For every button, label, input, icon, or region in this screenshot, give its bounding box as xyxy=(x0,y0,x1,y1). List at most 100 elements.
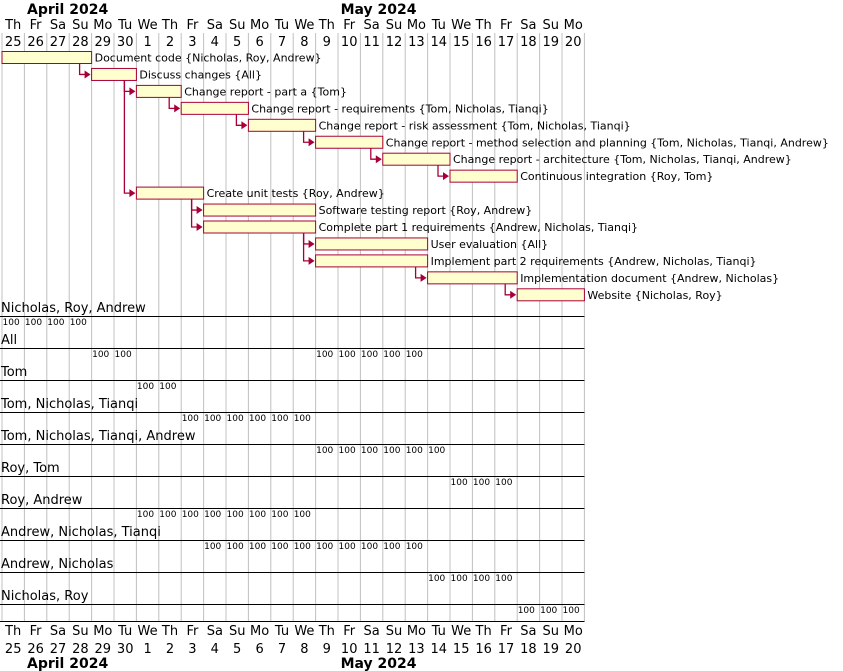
resource-load-value: 100 xyxy=(271,510,288,520)
resource-load-value: 100 xyxy=(361,446,378,456)
top-weekday-label: Tu xyxy=(117,18,132,33)
resource-load-value: 100 xyxy=(518,606,535,616)
bottom-weekday-label: Su xyxy=(72,624,89,639)
dependency-line xyxy=(78,63,86,76)
resource-load-value: 100 xyxy=(70,318,87,328)
resource-load-value: 100 xyxy=(473,574,490,584)
resource-load-value: 100 xyxy=(428,446,445,456)
bottom-weekday-label: Mo xyxy=(250,624,269,639)
top-date-label: 16 xyxy=(475,35,492,50)
task-label: Discuss changes {All} xyxy=(139,68,262,81)
resource-load-value: 100 xyxy=(204,414,221,424)
task-label: Change report - risk assessment {Tom, Ni… xyxy=(319,119,631,132)
resource-name: Andrew, Nicholas xyxy=(1,557,114,572)
top-date-label: 4 xyxy=(211,35,219,50)
task-label: Website {Nicholas, Roy} xyxy=(587,289,722,302)
resource-name: Nicholas, Roy, Andrew xyxy=(1,301,146,316)
resource-load-value: 100 xyxy=(25,318,42,328)
bottom-date-label: 6 xyxy=(255,642,263,657)
resource-load-value: 100 xyxy=(182,414,199,424)
bottom-date-label: 7 xyxy=(278,642,286,657)
resource-load-value: 100 xyxy=(227,510,244,520)
dependency-line xyxy=(235,114,243,126)
dependency-arrowhead xyxy=(510,290,517,299)
resource-load-value: 100 xyxy=(316,350,333,360)
task-bar xyxy=(91,67,137,81)
bottom-date-label: 2 xyxy=(166,642,174,657)
resource-load-value: 100 xyxy=(316,542,333,552)
top-date-label: 10 xyxy=(341,35,358,50)
bottom-weekday-label: Th xyxy=(4,624,21,639)
bottom-date-label: 14 xyxy=(431,642,448,657)
bottom-date-label: 12 xyxy=(386,642,403,657)
top-date-label: 13 xyxy=(408,35,425,50)
resource-load-value: 100 xyxy=(495,478,512,488)
task-label: Continuous integration {Roy, Tom} xyxy=(520,170,713,183)
dependency-arrowhead xyxy=(420,273,427,282)
top-date-label: 12 xyxy=(386,35,403,50)
bottom-date-label: 25 xyxy=(5,642,22,657)
bottom-date-label: 19 xyxy=(543,642,560,657)
dependency-arrowhead xyxy=(196,206,203,215)
top-weekday-label: Mo xyxy=(564,18,583,33)
dependency-line xyxy=(302,233,310,262)
resource-name: All xyxy=(1,333,17,348)
dependency-arrowhead xyxy=(308,138,315,147)
top-weekday-label: Sa xyxy=(520,18,536,33)
resource-load-value: 100 xyxy=(383,350,400,360)
top-weekday-label: Fr xyxy=(500,18,513,33)
dependency-line xyxy=(370,148,377,160)
top-weekday-label: Sa xyxy=(50,18,66,33)
bottom-date-label: 28 xyxy=(72,642,89,657)
task-label: Implement part 2 requirements {Andrew, N… xyxy=(431,255,757,268)
task-bar xyxy=(135,84,182,98)
top-weekday-label: We xyxy=(294,18,314,33)
bottom-weekday-label: Fr xyxy=(500,624,513,639)
bottom-weekday-label: We xyxy=(138,624,158,639)
top-date-label: 1 xyxy=(143,35,151,50)
top-weekday-label: We xyxy=(138,18,158,33)
task-label: Create unit tests {Roy, Andrew} xyxy=(207,187,385,200)
top-weekday-label: Fr xyxy=(30,18,43,33)
resource-name: Roy, Andrew xyxy=(1,493,83,508)
task-bar xyxy=(180,101,249,115)
bottom-weekday-label: Su xyxy=(543,624,560,639)
bottom-date-label: 26 xyxy=(27,642,44,657)
dependency-arrowhead xyxy=(174,104,181,113)
bottom-weekday-label: Tu xyxy=(274,624,289,639)
bottom-date-label: 3 xyxy=(188,642,196,657)
bottom-weekday-label: Sa xyxy=(363,624,379,639)
resource-load-value: 100 xyxy=(159,510,176,520)
resource-load-value: 100 xyxy=(428,574,445,584)
bottom-weekday-label: Mo xyxy=(93,624,112,639)
task-label: Software testing report {Roy, Andrew} xyxy=(319,204,533,217)
resource-load-value: 100 xyxy=(137,382,154,392)
top-weekday-label: Tu xyxy=(274,18,289,33)
bottom-weekday-label: Su xyxy=(386,624,403,639)
resource-name: Roy, Tom xyxy=(1,461,60,476)
top-weekday-label: Tu xyxy=(431,18,446,33)
task-bar xyxy=(315,254,429,268)
top-date-label: 2 xyxy=(166,35,174,50)
task-bar xyxy=(203,220,317,234)
resource-load-value: 100 xyxy=(137,510,154,520)
resource-load-value: 100 xyxy=(383,446,400,456)
resource-load-value: 100 xyxy=(406,350,423,360)
resource-name: Tom xyxy=(0,365,27,380)
task-bar xyxy=(449,169,518,183)
top-date-label: 18 xyxy=(520,35,537,50)
top-weekday-label: Sa xyxy=(363,18,379,33)
bottom-weekday-label: Sa xyxy=(520,624,536,639)
top-weekday-label: We xyxy=(451,18,471,33)
bottom-date-label: 17 xyxy=(498,642,515,657)
resource-load-value: 100 xyxy=(339,350,356,360)
resource-load-value: 100 xyxy=(249,542,266,552)
bottom-weekday-label: We xyxy=(451,624,471,639)
top-date-label: 9 xyxy=(323,35,331,50)
top-date-label: 6 xyxy=(255,35,263,50)
bottom-weekday-label: Tu xyxy=(117,624,132,639)
task-bar xyxy=(1,51,93,64)
task-bar xyxy=(135,186,205,200)
resource-load-value: 100 xyxy=(294,414,311,424)
